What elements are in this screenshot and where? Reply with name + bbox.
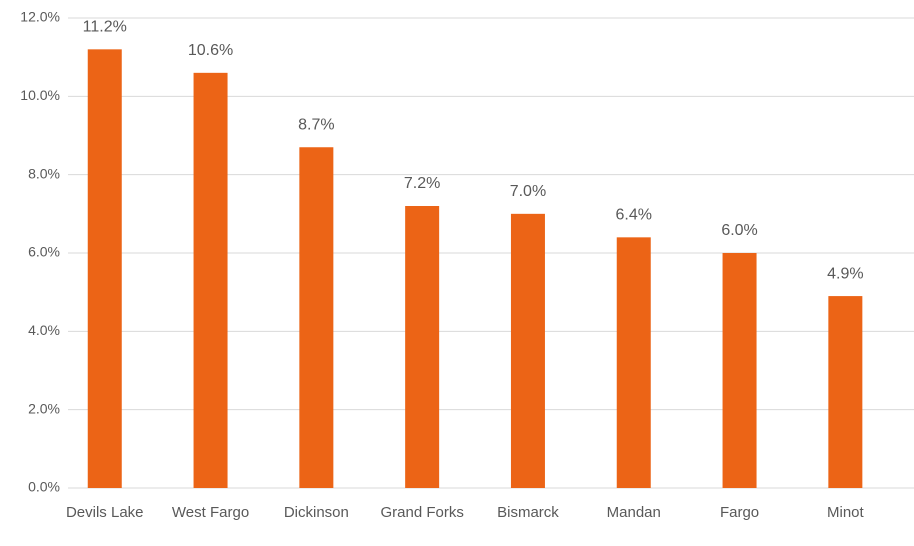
bar — [405, 206, 440, 488]
value-label: 10.6% — [188, 42, 233, 59]
x-tick-label: Mandan — [607, 504, 661, 521]
y-tick-label: 2.0% — [28, 400, 60, 416]
y-tick-label: 8.0% — [28, 165, 60, 181]
value-label: 11.2% — [83, 19, 127, 36]
value-label: 7.2% — [404, 175, 440, 192]
bar — [722, 253, 757, 488]
y-tick-label: 0.0% — [28, 479, 60, 495]
bar — [828, 296, 863, 488]
value-label: 6.0% — [721, 222, 757, 239]
value-label: 7.0% — [510, 183, 546, 200]
y-tick-label: 12.0% — [20, 9, 60, 25]
value-label: 8.7% — [298, 116, 334, 133]
x-tick-label: West Fargo — [172, 504, 249, 521]
x-tick-label: Dickinson — [284, 504, 349, 521]
bar — [510, 213, 545, 489]
bar — [616, 237, 651, 488]
bar — [193, 72, 228, 488]
x-tick-label: Fargo — [720, 504, 759, 521]
y-tick-label: 4.0% — [28, 322, 60, 338]
x-tick-label: Grand Forks — [380, 504, 463, 521]
y-tick-label: 6.0% — [28, 244, 60, 260]
x-tick-label: Devils Lake — [66, 504, 144, 521]
bar — [87, 49, 122, 488]
y-tick-label: 10.0% — [20, 87, 60, 103]
x-tick-label: Bismarck — [497, 504, 559, 521]
x-tick-label: Minot — [827, 504, 865, 521]
bar — [299, 147, 334, 488]
value-label: 4.9% — [827, 265, 863, 282]
value-label: 6.4% — [616, 207, 652, 224]
